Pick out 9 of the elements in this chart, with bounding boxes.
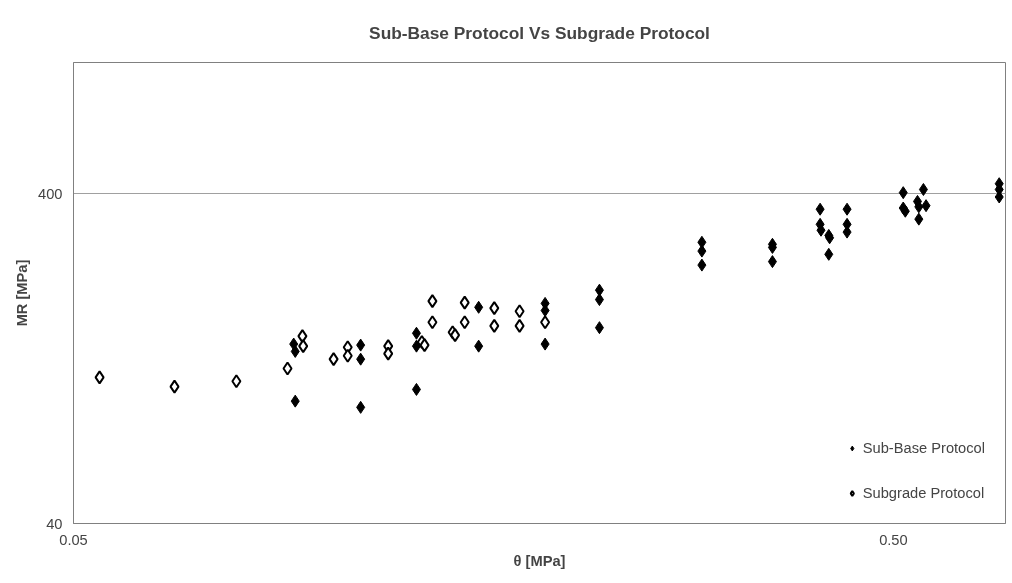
y-tick-label: 40 bbox=[46, 515, 63, 532]
x-tick-label: 0.05 bbox=[59, 531, 88, 548]
legend-label: Sub-Base Protocol bbox=[862, 440, 985, 456]
legend-label: Subgrade Protocol bbox=[862, 485, 985, 501]
y-axis-title: MR [MPa] bbox=[14, 259, 31, 327]
x-axis-title: θ [MPa] bbox=[513, 552, 566, 569]
chart-title: Sub-Base Protocol Vs Subgrade Protocol bbox=[369, 22, 710, 43]
y-tick-label: 400 bbox=[38, 185, 63, 202]
x-tick-label: 0.50 bbox=[879, 531, 908, 548]
